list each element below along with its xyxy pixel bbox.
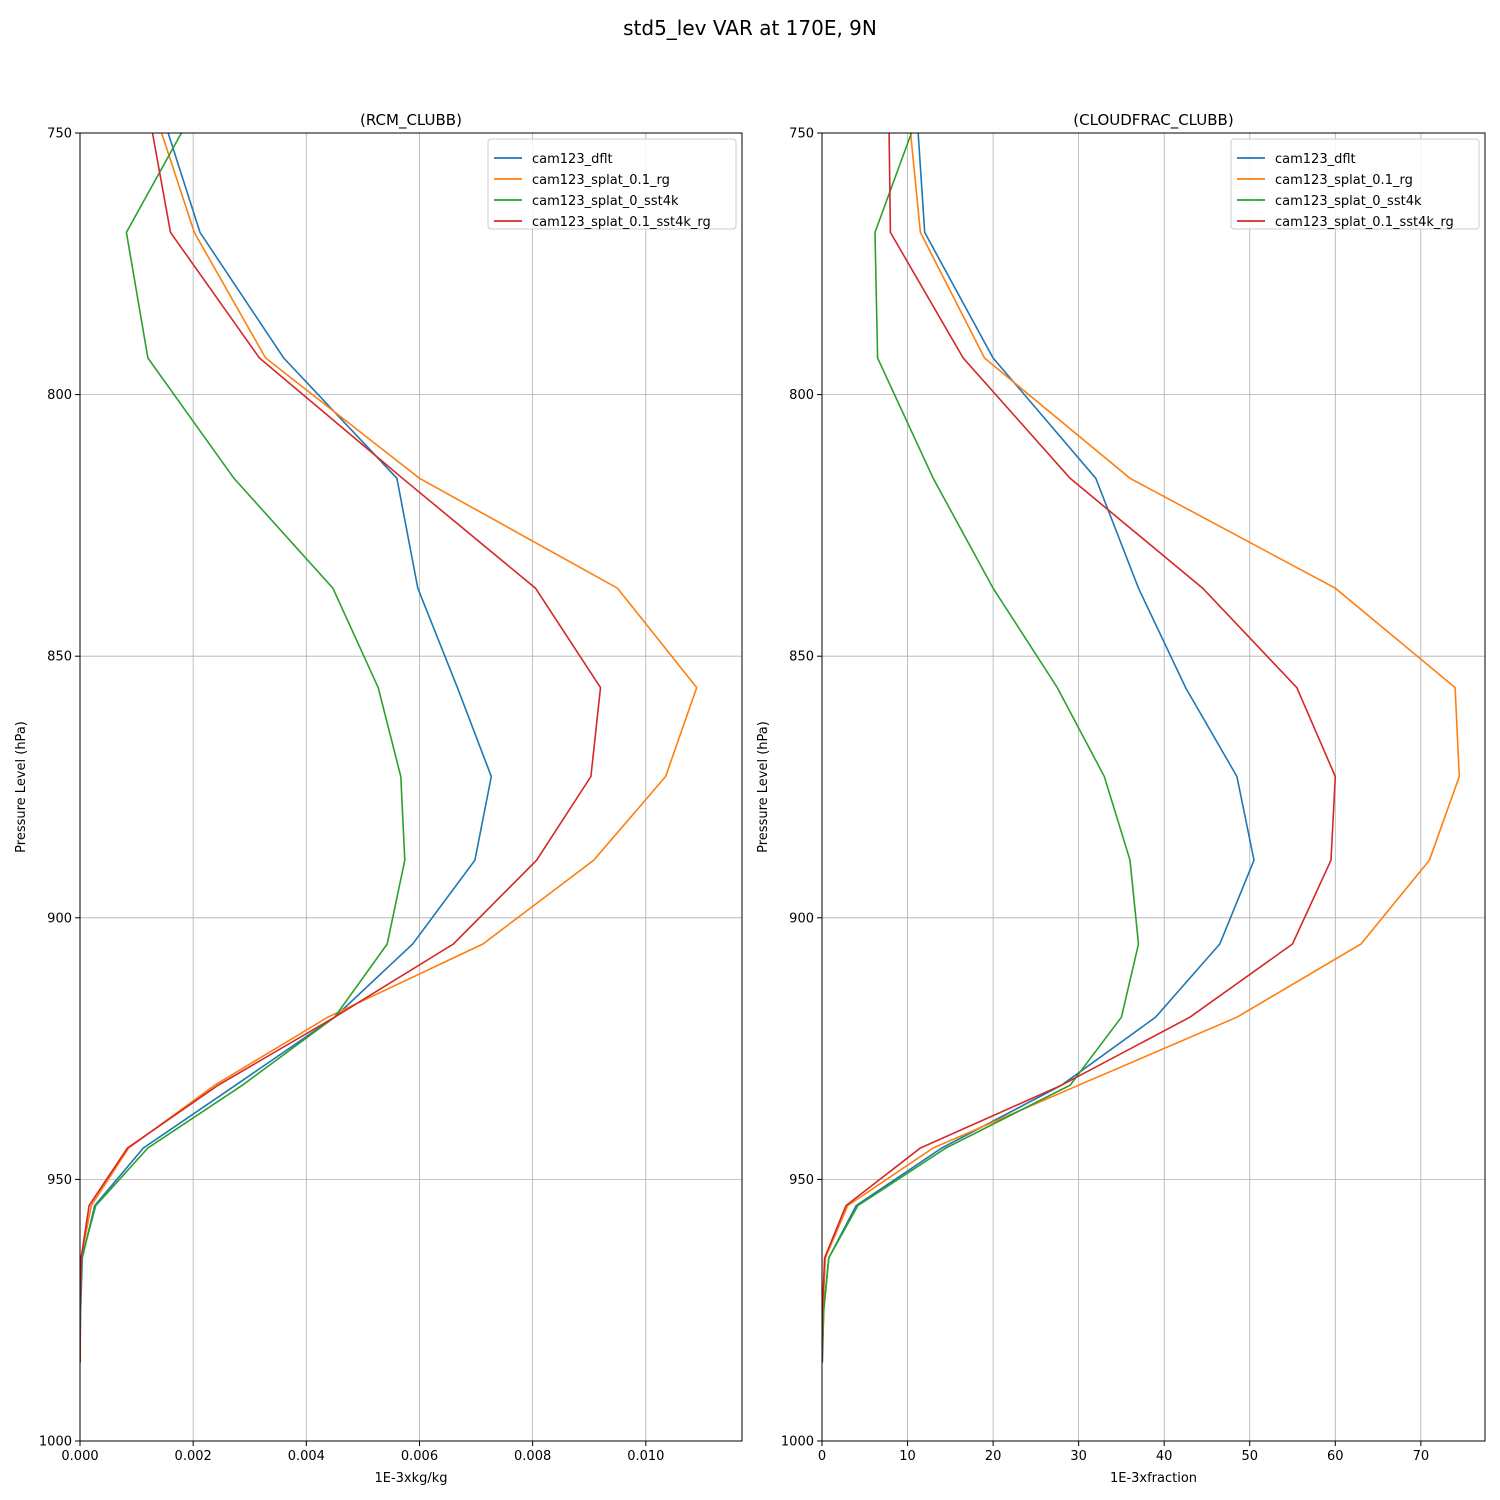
series-line-cam123_splat_0.1_rg <box>822 133 1461 1363</box>
y-axis-label: Pressure Level (hPa) <box>14 721 29 853</box>
legend-label: cam123_splat_0_sst4k <box>532 194 679 209</box>
legend-label: cam123_dflt <box>532 152 613 167</box>
y-tick-label: 850 <box>47 650 72 665</box>
x-tick-label: 60 <box>1327 1449 1344 1464</box>
legend-label: cam123_dflt <box>1275 152 1356 167</box>
y-tick-label: 850 <box>789 650 814 665</box>
y-tick-label: 900 <box>789 911 814 926</box>
x-tick-label: 0.002 <box>175 1449 212 1464</box>
y-tick-label: 950 <box>789 1173 814 1188</box>
series-line-cam123_splat_0.1_rg <box>80 133 698 1363</box>
y-tick-label: 950 <box>47 1173 72 1188</box>
panel-title: (CLOUDFRAC_CLUBB) <box>1073 111 1233 130</box>
x-axis-label: 1E-3xkg/kg <box>374 1471 447 1486</box>
panel-cloudfrac-clubb: 0 10 20 30 40 50 60 70 750 800 850 900 950 1000 (CLOUD… <box>756 111 1486 1486</box>
panel-title: (RCM_CLUBB) <box>360 111 462 130</box>
legend-box <box>1230 138 1480 230</box>
y-tick-label: 1000 <box>781 1435 814 1450</box>
legend-label: cam123_splat_0_sst4k <box>1275 194 1422 209</box>
axes-frame <box>79 132 743 1442</box>
figure-title: std5_lev VAR at 170E, 9N <box>623 16 877 40</box>
x-tick-label: 0.006 <box>401 1449 438 1464</box>
y-tick-label: 750 <box>47 127 72 142</box>
y-tick-label: 1000 <box>39 1435 72 1450</box>
y-tick-label: 800 <box>47 388 72 403</box>
x-tick-label: 70 <box>1413 1449 1430 1464</box>
legend-label: cam123_splat_0.1_sst4k_rg <box>1275 215 1454 230</box>
legend-label: cam123_splat_0.1_rg <box>532 173 670 188</box>
x-tick-label: 30 <box>1070 1449 1087 1464</box>
x-tick-label: 20 <box>985 1449 1002 1464</box>
y-tick-label: 750 <box>789 127 814 142</box>
legend-label: cam123_splat_0.1_sst4k_rg <box>532 215 711 230</box>
x-tick-label: 0 <box>818 1449 826 1464</box>
x-axis-label: 1E-3xfraction <box>1110 1471 1197 1486</box>
x-tick-label: 0.000 <box>61 1449 98 1464</box>
y-tick-label: 900 <box>47 911 72 926</box>
series-line-cam123_splat_0.1_sst4k_rg <box>80 133 602 1363</box>
series-line-cam123_dflt <box>80 133 493 1363</box>
series-line-cam123_splat_0_sst4k <box>822 133 1140 1363</box>
x-tick-label: 0.008 <box>514 1449 551 1464</box>
x-tick-label: 10 <box>899 1449 916 1464</box>
legend-box <box>487 138 737 230</box>
series-line-cam123_splat_0.1_sst4k_rg <box>822 133 1337 1363</box>
y-axis-label: Pressure Level (hPa) <box>756 721 771 853</box>
x-tick-label: 0.004 <box>288 1449 325 1464</box>
y-tick-label: 800 <box>789 388 814 403</box>
axes-frame <box>821 132 1486 1442</box>
series-line-cam123_splat_0_sst4k <box>80 133 406 1363</box>
legend-label: cam123_splat_0.1_rg <box>1275 173 1413 188</box>
x-tick-label: 0.010 <box>627 1449 664 1464</box>
panel-rcm-clubb: 0.000 0.002 0.004 0.006 0.008 0.010 750 800 850 9… <box>14 111 743 1486</box>
x-tick-label: 40 <box>1156 1449 1173 1464</box>
x-tick-label: 50 <box>1241 1449 1258 1464</box>
